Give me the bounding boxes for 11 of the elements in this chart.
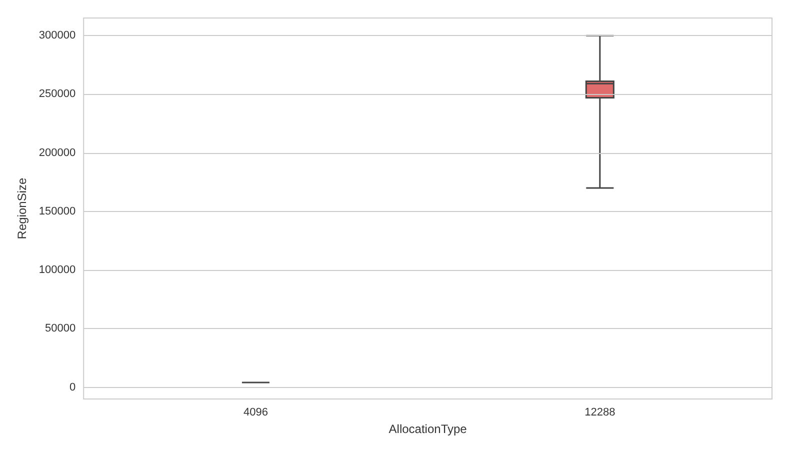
y-tick-label: 100000: [38, 264, 76, 276]
y-tick-label: 200000: [38, 146, 76, 159]
x-tick-label: 4096: [243, 406, 268, 418]
y-axis-title: RegionSize: [15, 177, 29, 240]
y-tick-label: 300000: [38, 30, 76, 42]
x-axis-title: AllocationType: [388, 422, 468, 436]
y-tick-label: 0: [69, 381, 76, 394]
y-tick-label: 50000: [45, 322, 76, 335]
y-tick-label: 150000: [38, 205, 76, 218]
x-tick-label: 12288: [584, 406, 616, 418]
y-tick-label: 250000: [38, 88, 76, 100]
